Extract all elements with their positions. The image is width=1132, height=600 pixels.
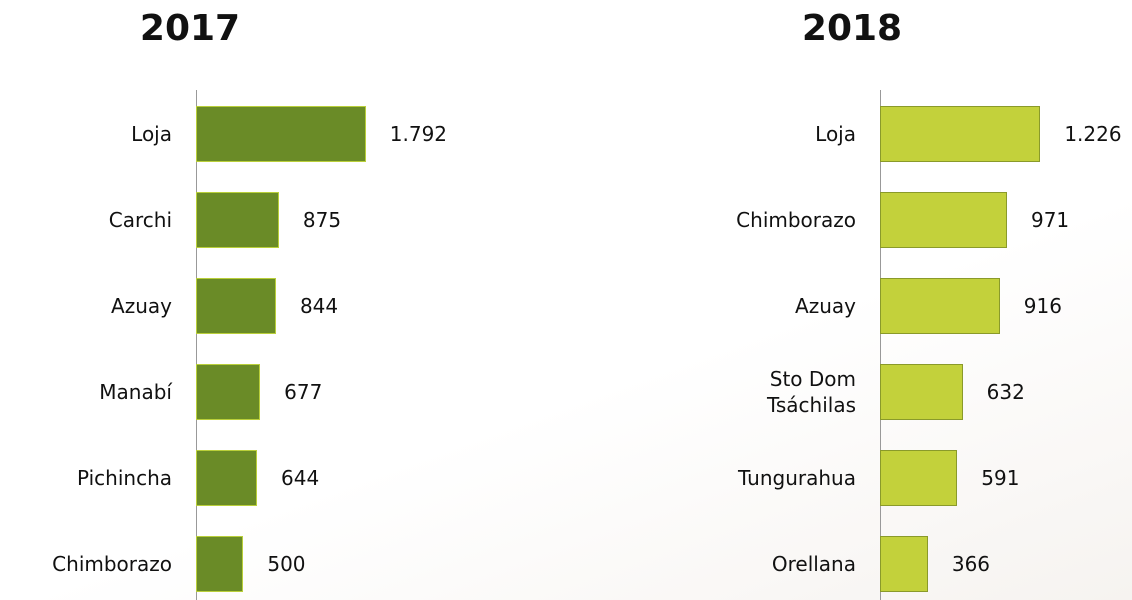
- category-label: Carchi: [108, 208, 172, 232]
- value-label: 1.792: [389, 122, 448, 146]
- bar: [196, 192, 279, 248]
- bar: [880, 278, 1000, 334]
- bar: [880, 364, 963, 420]
- bar: [196, 536, 244, 592]
- bar: [196, 106, 366, 162]
- category-label: Azuay: [795, 294, 856, 318]
- bar: [196, 364, 261, 420]
- bar: [880, 192, 1007, 248]
- category-label: Loja: [815, 122, 856, 146]
- value-label: 971: [1030, 208, 1070, 232]
- value-label: 844: [299, 294, 339, 318]
- category-label: Azuay: [111, 294, 172, 318]
- value-label: 875: [302, 208, 342, 232]
- bar: [880, 536, 928, 592]
- chart-title: 2018: [801, 8, 903, 49]
- value-label: 644: [281, 466, 320, 490]
- category-label: Tungurahua: [738, 466, 856, 490]
- chart-title: 2017: [139, 8, 241, 49]
- value-label: 632: [986, 380, 1025, 404]
- bar: [196, 450, 257, 506]
- value-label: 366: [951, 552, 991, 576]
- category-label: Loja: [131, 122, 172, 146]
- bar: [880, 106, 1041, 162]
- category-label: Orellana: [771, 552, 856, 576]
- value-label: 1.226: [1064, 122, 1122, 146]
- bar: [196, 278, 276, 334]
- value-label: 500: [267, 552, 306, 576]
- value-label: 591: [981, 466, 1020, 490]
- category-label: Chimborazo: [52, 552, 172, 576]
- value-label: 916: [1023, 294, 1062, 318]
- bar: [880, 450, 958, 506]
- axis-line: [880, 90, 881, 600]
- category-label: Manabí: [99, 380, 172, 404]
- axis-line: [196, 90, 197, 600]
- value-label: 677: [284, 380, 323, 404]
- category-label: Chimborazo: [736, 208, 856, 232]
- category-label: Sto Dom Tsáchilas: [766, 367, 856, 417]
- category-label: Pichincha: [76, 466, 172, 490]
